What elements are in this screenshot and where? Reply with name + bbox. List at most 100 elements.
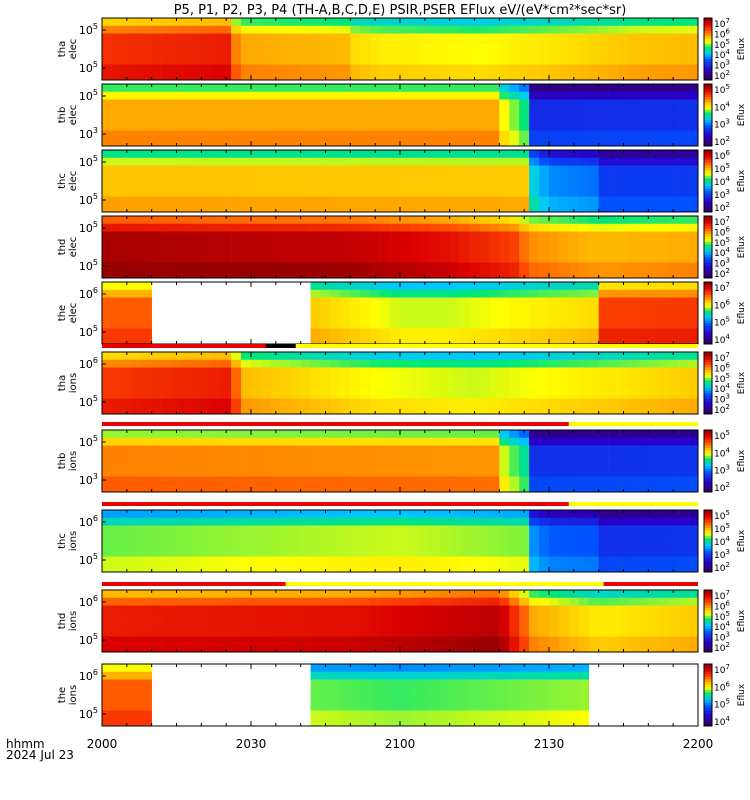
spectrogram-cell	[191, 196, 202, 205]
spectrogram-cell	[350, 564, 361, 573]
species-name: ions	[68, 373, 79, 393]
colorbar-cell	[704, 432, 712, 436]
spectrogram-cell	[270, 541, 282, 550]
colorbar-cell	[704, 294, 712, 298]
spectrogram-cell	[449, 597, 460, 606]
spectrogram-cell	[360, 173, 371, 182]
spectrogram-cell	[330, 556, 341, 565]
spectrogram-cell	[270, 605, 282, 614]
spectrogram-cell	[499, 375, 510, 384]
spectrogram-cell	[400, 297, 411, 306]
spectrogram-cell	[131, 223, 143, 232]
spectrogram-cell	[499, 556, 510, 565]
spectrogram-cell	[330, 336, 341, 345]
spectrogram-cell	[539, 430, 550, 439]
spectrogram-cell	[648, 196, 659, 205]
spectrogram-cell	[171, 590, 182, 599]
spectrogram-cell	[251, 556, 262, 565]
spectrogram-cell	[618, 33, 629, 42]
spectrogram-cell	[519, 196, 530, 205]
spectrogram-cell	[340, 468, 351, 477]
spectrogram-cell	[479, 138, 490, 147]
spectrogram-cell	[290, 56, 301, 65]
spectrogram-cell	[231, 636, 242, 645]
spectrogram-cell	[499, 223, 510, 232]
spectrogram-cell	[439, 636, 450, 645]
spectrogram-cell	[121, 157, 133, 166]
spectrogram-cell	[330, 223, 341, 232]
spectrogram-cell	[260, 510, 272, 519]
spectrogram-cell	[618, 289, 629, 298]
colorbar-cell	[704, 331, 712, 335]
spectrogram-cell	[449, 305, 460, 314]
spectrogram-cell	[638, 130, 649, 139]
spectrogram-cell	[469, 239, 480, 248]
spectrogram-cell	[638, 262, 649, 271]
spectrogram-cell	[300, 367, 311, 376]
spectrogram-cell	[568, 305, 580, 314]
spectrogram-cell	[658, 196, 669, 205]
spectrogram-cell	[678, 196, 689, 205]
spectrogram-cell	[201, 56, 212, 65]
spectrogram-cell	[131, 453, 143, 462]
spectrogram-cell	[608, 328, 619, 337]
spectrogram-cell	[330, 270, 341, 279]
spectrogram-cell	[479, 289, 490, 298]
spectrogram-cell	[618, 468, 629, 477]
spectrogram-cell	[161, 239, 172, 248]
spectrogram-cell	[260, 49, 272, 58]
spectrogram-cell	[231, 510, 242, 519]
spectrogram-cell	[280, 533, 292, 542]
spectrogram-cell	[529, 25, 540, 34]
spectrogram-cell	[300, 590, 311, 599]
spectrogram-cell	[539, 282, 550, 291]
y-tick-label: 105	[79, 192, 98, 207]
spectrogram-cell	[111, 196, 123, 205]
spectrogram-cell	[539, 445, 550, 454]
spectrogram-cell	[578, 367, 590, 376]
spectrogram-cell	[638, 204, 649, 213]
spectrogram-cell	[479, 445, 490, 454]
spectrogram-cell	[598, 564, 609, 573]
spectrogram-cell	[449, 548, 460, 557]
spectrogram-cell	[678, 254, 689, 263]
spectrogram-cell	[549, 437, 560, 446]
spectrogram-cell	[350, 375, 361, 384]
colorbar-cell	[704, 354, 712, 358]
spectrogram-cell	[439, 196, 450, 205]
spectrogram-cell	[509, 621, 520, 630]
spectrogram-cell	[231, 556, 242, 565]
spectrogram-cell	[588, 484, 599, 493]
spectrogram-cell	[350, 41, 361, 50]
spectrogram-cell	[181, 636, 192, 645]
spectrogram-cell	[658, 84, 669, 93]
spectrogram-cell	[668, 367, 679, 376]
spectrogram-cell	[330, 605, 341, 614]
spectrogram-cell	[588, 525, 599, 534]
spectrogram-cell	[519, 91, 530, 100]
spectrogram-cell	[181, 115, 192, 124]
spectrogram-cell	[588, 328, 599, 337]
spectrogram-cell	[608, 33, 619, 42]
spectrogram-cell	[549, 262, 560, 271]
spectrogram-cell	[221, 204, 232, 213]
spectrogram-cell	[578, 41, 590, 50]
spectrogram-cell	[608, 476, 619, 485]
spectrogram-cell	[151, 181, 162, 190]
spectrogram-cell	[330, 181, 341, 190]
spectrogram-cell	[102, 99, 113, 108]
spectrogram-cell	[300, 270, 311, 279]
spectrogram-cell	[499, 383, 510, 392]
spectrogram-cell	[400, 49, 411, 58]
spectrogram-cell	[499, 254, 510, 263]
spectrogram-cell	[221, 41, 232, 50]
spectrogram-cell	[588, 41, 599, 50]
spectrogram-cell	[678, 107, 689, 116]
spectrogram-cell	[350, 99, 361, 108]
spectrogram-cell	[360, 84, 371, 93]
spectrogram-cell	[340, 247, 351, 256]
spectrogram-cell	[409, 636, 421, 645]
spectrogram-cell	[251, 636, 262, 645]
spectrogram-cell	[429, 49, 441, 58]
spectrogram-cell	[350, 613, 361, 622]
